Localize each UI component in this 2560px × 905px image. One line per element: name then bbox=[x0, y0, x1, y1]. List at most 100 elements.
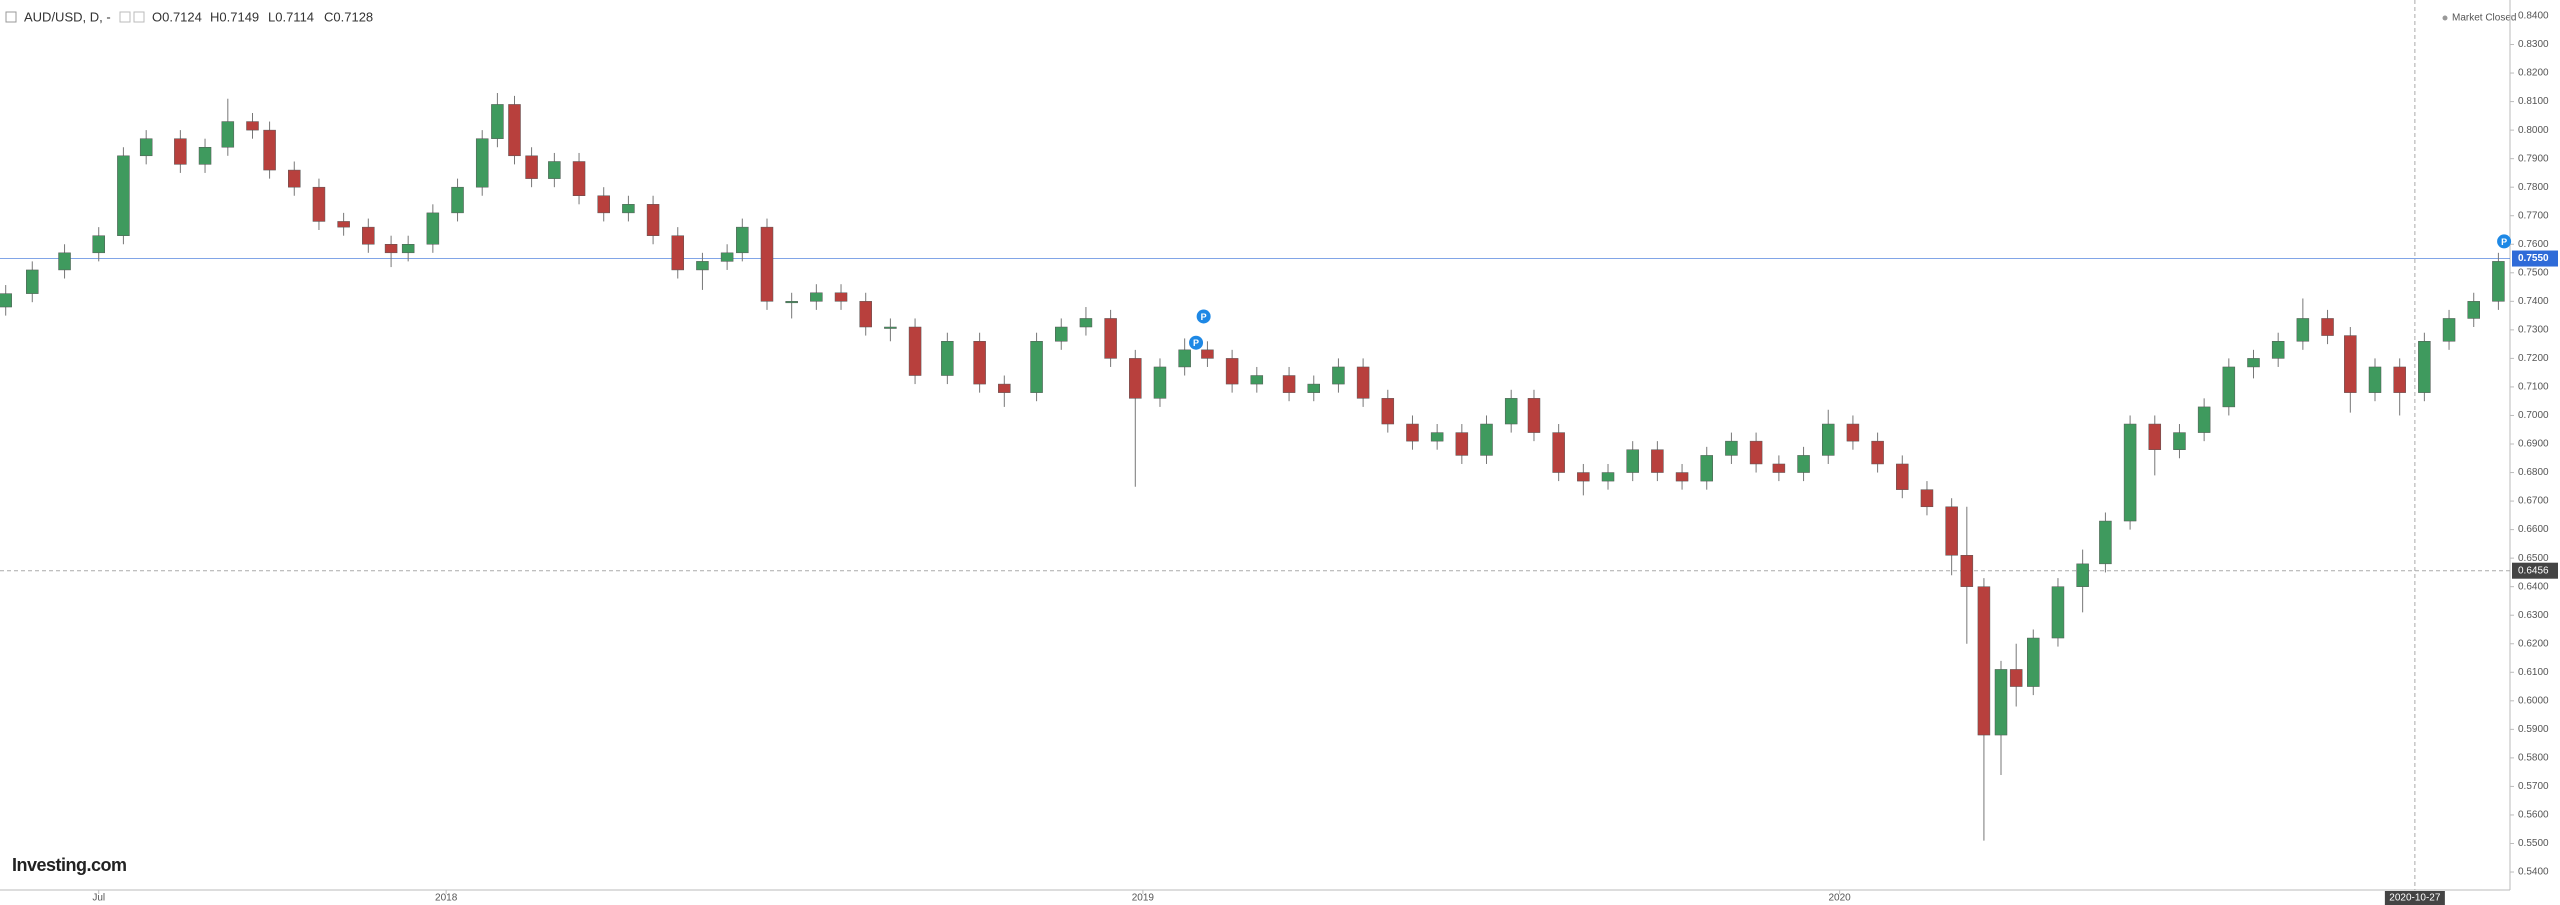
candle-body bbox=[834, 292, 848, 302]
y-tick-label: 0.6100 bbox=[2518, 667, 2549, 678]
candle-body bbox=[908, 326, 922, 376]
candle-body bbox=[1381, 398, 1395, 425]
candle-body bbox=[1945, 506, 1958, 556]
close-icon[interactable] bbox=[133, 11, 145, 23]
x-tick-label: 2020 bbox=[1829, 893, 1852, 904]
candle-body bbox=[475, 138, 489, 188]
candle-body bbox=[859, 301, 872, 328]
y-tick-label: 0.6000 bbox=[2518, 695, 2549, 706]
candle-body bbox=[2123, 423, 2137, 522]
candle-body bbox=[1675, 472, 1689, 482]
crosshair-y-label-box bbox=[2512, 562, 2558, 579]
candle-body bbox=[2467, 301, 2480, 319]
candle-body bbox=[2321, 318, 2334, 336]
x-tick-label: 2019 bbox=[1132, 893, 1155, 904]
candle-body bbox=[1030, 341, 1043, 393]
candle-body bbox=[2418, 341, 2431, 393]
candle-body bbox=[1960, 555, 1974, 587]
annotation-label: P bbox=[1193, 338, 1199, 348]
candle-body bbox=[1977, 586, 1991, 736]
logo: Investing.com bbox=[12, 855, 127, 875]
candle-body bbox=[1079, 318, 1093, 328]
candle-body bbox=[1430, 432, 1444, 442]
candle-body bbox=[1821, 423, 1835, 456]
y-tick-label: 0.6600 bbox=[2518, 524, 2549, 535]
candle-body bbox=[884, 326, 897, 329]
candle-body bbox=[1282, 375, 1296, 393]
ohlc-close: C0.7128 bbox=[324, 9, 373, 24]
candle-body bbox=[198, 146, 212, 165]
candle-body bbox=[1250, 375, 1264, 385]
candle-body bbox=[1201, 349, 1214, 359]
candle-body bbox=[1178, 349, 1191, 368]
y-tick-label: 0.7900 bbox=[2518, 153, 2549, 164]
status-dot bbox=[2442, 15, 2448, 21]
candle-body bbox=[2393, 366, 2406, 393]
y-tick-label: 0.5900 bbox=[2518, 724, 2549, 735]
candle-body bbox=[221, 121, 235, 148]
candle-body bbox=[263, 129, 276, 171]
candle-body bbox=[2051, 586, 2065, 639]
candle-body bbox=[1406, 423, 1419, 442]
annotation-marker bbox=[2497, 234, 2512, 249]
candle-body bbox=[760, 226, 774, 302]
candle-body bbox=[312, 186, 326, 222]
candle-body bbox=[2222, 366, 2236, 408]
candle-body bbox=[2173, 432, 2186, 450]
y-tick-label: 0.5800 bbox=[2518, 753, 2549, 764]
candle-body bbox=[1225, 358, 1239, 385]
y-tick-label: 0.5500 bbox=[2518, 838, 2549, 849]
candle-body bbox=[1307, 383, 1321, 393]
candle-body bbox=[2442, 318, 2456, 342]
candle-body bbox=[2247, 358, 2260, 368]
candle-body bbox=[246, 121, 259, 131]
candle-body bbox=[2197, 406, 2211, 433]
candle-body bbox=[572, 161, 586, 196]
candle-body bbox=[1356, 366, 1370, 399]
candle-body bbox=[1527, 398, 1541, 433]
candle-body bbox=[2344, 335, 2357, 393]
crosshair-y-label: 0.6456 bbox=[2518, 565, 2549, 576]
y-tick-label: 0.6300 bbox=[2518, 610, 2549, 621]
candle-body bbox=[58, 252, 71, 271]
y-tick-label: 0.7700 bbox=[2518, 210, 2549, 221]
x-tick-label: Jul bbox=[92, 893, 105, 904]
candle-body bbox=[941, 341, 954, 376]
settings-icon[interactable] bbox=[119, 11, 131, 23]
candle-body bbox=[174, 138, 187, 165]
candle-body bbox=[973, 341, 986, 385]
candle-body bbox=[1480, 423, 1493, 456]
candle-body bbox=[2492, 261, 2505, 302]
candle-body bbox=[1700, 455, 1713, 482]
candle-body bbox=[1153, 366, 1167, 399]
candle-body bbox=[1455, 432, 1469, 456]
y-tick-label: 0.6900 bbox=[2518, 439, 2549, 450]
y-tick-label: 0.7300 bbox=[2518, 325, 2549, 336]
candle-body bbox=[1552, 432, 1565, 473]
candle-body bbox=[1725, 440, 1738, 456]
ohlc-open: O0.7124 bbox=[152, 9, 202, 24]
candle-body bbox=[401, 244, 415, 254]
ohlc-high: H0.7149 bbox=[210, 9, 259, 24]
candle-body bbox=[2027, 637, 2040, 687]
y-tick-label: 0.6500 bbox=[2518, 553, 2549, 564]
market-status: Market Closed bbox=[2452, 13, 2516, 24]
ohlc-low: L0.7114 bbox=[268, 9, 314, 24]
candle-body bbox=[1797, 455, 1810, 473]
candle-body bbox=[1749, 440, 1763, 465]
candle-body bbox=[597, 195, 610, 214]
y-tick-label: 0.8400 bbox=[2518, 11, 2549, 22]
candle-body bbox=[1772, 463, 1786, 473]
crosshair-x-label: 2020-10-27 bbox=[2389, 893, 2441, 904]
symbol-title: AUD/USD, D, - bbox=[24, 9, 111, 24]
collapse-icon[interactable] bbox=[5, 11, 17, 23]
candle-body bbox=[26, 269, 39, 294]
y-tick-label: 0.5600 bbox=[2518, 810, 2549, 821]
y-tick-label: 0.7200 bbox=[2518, 353, 2549, 364]
candle-body bbox=[1994, 669, 2008, 736]
candle-body bbox=[1871, 440, 1884, 465]
candle-body bbox=[720, 252, 734, 262]
annotation-label: P bbox=[1201, 312, 1207, 322]
